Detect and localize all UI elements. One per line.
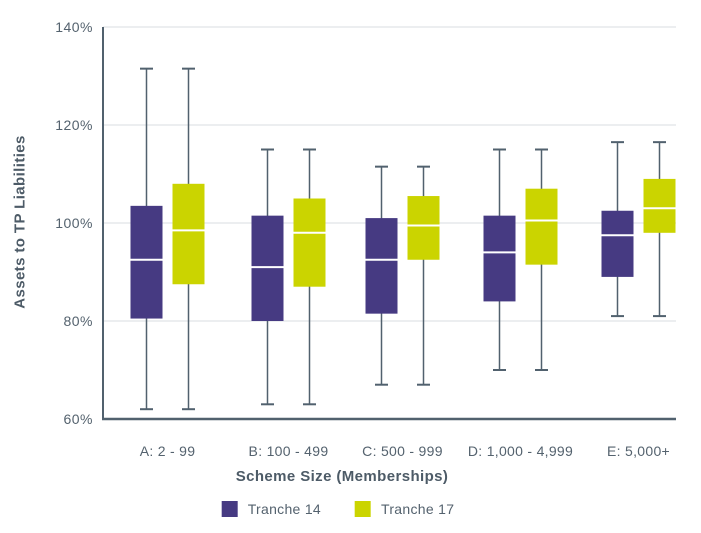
box-tranche-17-e [643, 178, 676, 233]
box-tranche-17-d [525, 188, 558, 265]
plot-area: 140% 120% 100% 80% 60% [55, 19, 676, 427]
legend-label-tranche-14: Tranche 14 [247, 501, 321, 517]
legend-swatch-tranche-14-icon [221, 501, 238, 517]
x-tick-label-b: B: 100 - 499 [248, 443, 329, 459]
y-tick-label: 140% [55, 19, 93, 35]
x-axis-title: Scheme Size (Memberships) [235, 468, 449, 485]
box-tranche-14-d [483, 215, 516, 302]
box-tranche-14-b [251, 215, 284, 321]
y-tick-label: 120% [55, 117, 93, 133]
x-tick-label-c: C: 500 - 999 [362, 443, 443, 459]
legend-swatch-tranche-17-icon [355, 501, 371, 517]
legend-item-tranche-14: Tranche 14 [221, 501, 321, 517]
box-tranche-17-a [172, 183, 205, 285]
box-tranche-14-e [601, 210, 634, 277]
x-tick-label-d: D: 1,000 - 4,999 [467, 443, 574, 459]
legend-item-tranche-17: Tranche 17 [355, 501, 454, 517]
y-tick-label: 100% [55, 215, 93, 231]
legend: Tranche 14 Tranche 17 [221, 501, 455, 517]
x-tick-label-e: E: 5,000+ [606, 443, 671, 459]
legend-label-tranche-17: Tranche 17 [381, 501, 455, 517]
x-tick-labels: A: 2 - 99 B: 100 - 499 C: 500 - 999 D: 1,00… [0, 443, 701, 463]
box-tranche-14-a [130, 205, 163, 319]
y-tick-label: 80% [63, 313, 93, 329]
box-tranche-17-b [293, 198, 326, 287]
box-tranche-17-c [407, 196, 440, 260]
x-tick-label-a: A: 2 - 99 [139, 443, 196, 459]
y-tick-label: 60% [63, 411, 93, 427]
box-tranche-14-c [365, 218, 398, 314]
